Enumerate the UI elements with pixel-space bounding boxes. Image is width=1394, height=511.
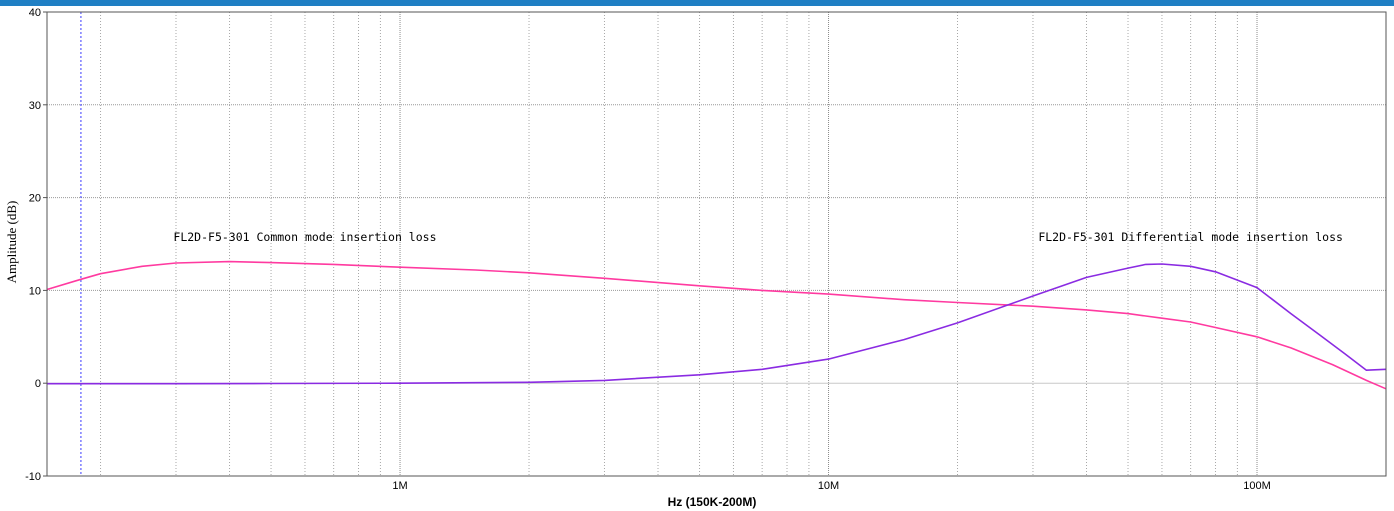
annotation-differential-mode: FL2D-F5-301 Differential mode insertion …: [1038, 230, 1343, 244]
annotation-common-mode: FL2D-F5-301 Common mode insertion loss: [173, 230, 436, 244]
plot-border: [46, 11, 1387, 477]
y-tick-label: -10: [25, 471, 41, 483]
series-line-common-mode: [46, 260, 1387, 390]
plot-frame: [46, 11, 1387, 477]
y-tick-label: 40: [29, 7, 41, 19]
tick-label-layer: -10 0 10 20 30 40 1M 10M 100M: [25, 7, 1271, 492]
y-tick-label: 30: [29, 100, 41, 112]
annotation-layer: FL2D-F5-301 Common mode insertion loss FL…: [173, 230, 1343, 244]
y-tick-label: 20: [29, 193, 41, 205]
x-tick-label: 100M: [1243, 480, 1271, 492]
title-bar-strip: [0, 0, 1394, 6]
x-tick-label: 1M: [392, 480, 407, 492]
y-tick-label: 10: [29, 285, 41, 297]
y-tick-label: 0: [35, 378, 41, 390]
x-tick-label: 10M: [818, 480, 839, 492]
x-axis-label: Hz (150K-200M): [668, 495, 757, 509]
series-layer: [46, 260, 1387, 390]
grid-layer: [47, 12, 1386, 476]
series-line-differential-mode: [47, 263, 1387, 385]
y-axis-label: Amplitude (dB): [4, 201, 19, 284]
